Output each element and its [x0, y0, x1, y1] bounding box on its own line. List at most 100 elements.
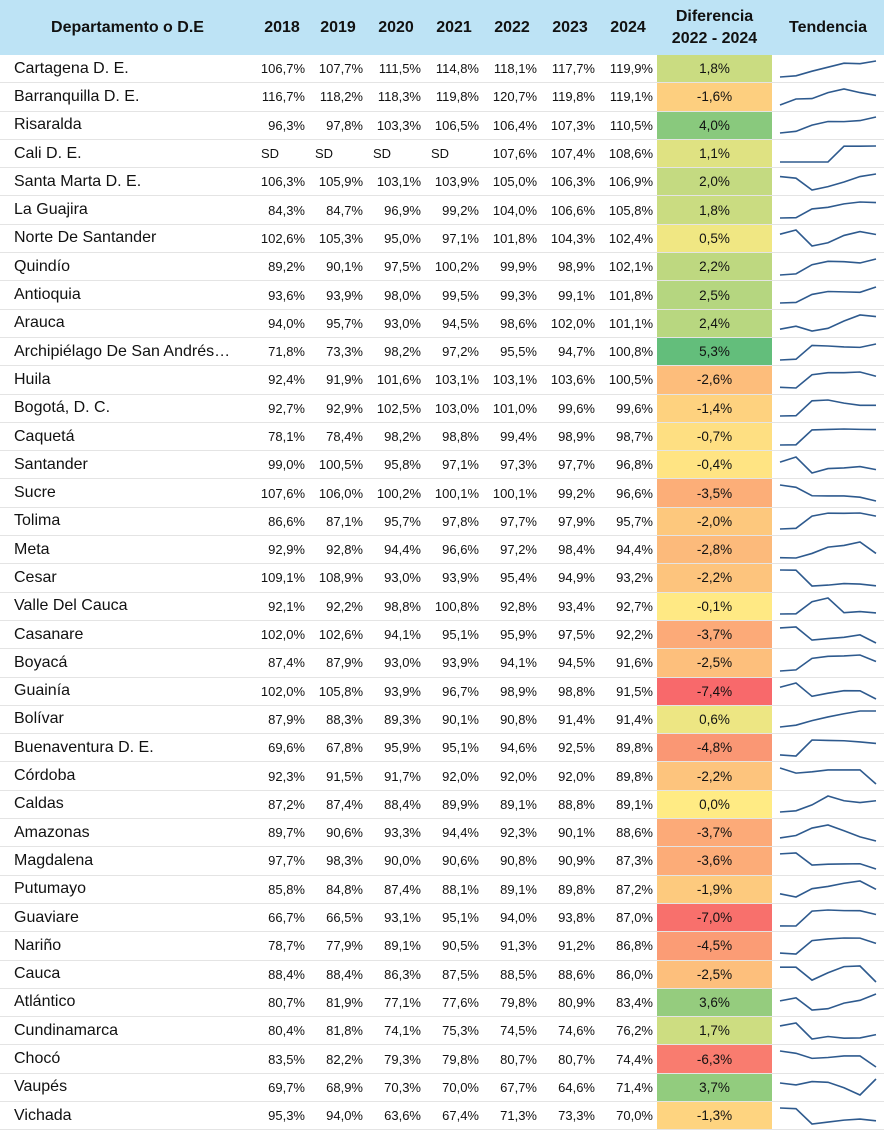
difference-cell: 1,7% — [657, 1016, 772, 1046]
value-cell: 95,1% — [425, 903, 483, 933]
value-cell: 78,1% — [255, 422, 309, 452]
sparkline — [778, 143, 878, 165]
value-cell: 95,1% — [425, 620, 483, 650]
value-cell: 89,2% — [255, 252, 309, 282]
value-cell: 94,1% — [367, 620, 425, 650]
value-cell: 93,6% — [255, 280, 309, 310]
value-cell: 89,8% — [599, 761, 657, 791]
sparkline-series — [780, 853, 876, 869]
value-cell: 92,8% — [309, 535, 367, 565]
value-cell: 88,6% — [599, 818, 657, 848]
value-cell: 97,8% — [309, 111, 367, 140]
trend-cell — [772, 167, 884, 197]
department-name: La Guajira — [0, 195, 255, 225]
difference-cell: -0,4% — [657, 450, 772, 480]
sparkline-series — [780, 570, 876, 586]
trend-cell — [772, 931, 884, 961]
department-name: Huila — [0, 365, 255, 395]
value-cell: 92,4% — [255, 365, 309, 395]
header-year: 2019 — [309, 0, 367, 55]
department-name: Archipiélago De San Andrés… — [0, 337, 255, 367]
value-cell: 81,9% — [309, 988, 367, 1018]
difference-cell: -2,8% — [657, 535, 772, 565]
value-cell: 117,7% — [541, 55, 599, 84]
value-cell: 77,1% — [367, 988, 425, 1018]
value-cell: 108,9% — [309, 563, 367, 593]
value-cell: 67,7% — [483, 1073, 541, 1102]
value-cell: 103,6% — [541, 365, 599, 395]
table-row: Cauca 88,4% 88,4% 86,3% 87,5% 88,5% 88,6% 86,0%… — [0, 960, 884, 989]
value-cell: 103,1% — [483, 365, 541, 395]
value-cell: 87,5% — [425, 960, 483, 989]
value-cell: 63,6% — [367, 1101, 425, 1130]
sparkline-series — [780, 825, 876, 841]
value-cell: 93,2% — [599, 563, 657, 593]
value-cell: 92,0% — [541, 761, 599, 791]
value-cell: 116,7% — [255, 82, 309, 112]
trend-cell — [772, 478, 884, 508]
department-name: Casanare — [0, 620, 255, 650]
value-cell: 97,1% — [425, 224, 483, 254]
difference-cell: 5,3% — [657, 337, 772, 367]
value-cell: 100,1% — [483, 478, 541, 508]
value-cell: 90,6% — [425, 846, 483, 876]
sparkline-series — [780, 910, 876, 926]
table-row: Bogotá, D. C. 92,7% 92,9% 102,5% 103,0% 101,0… — [0, 394, 884, 423]
value-cell: 98,6% — [483, 309, 541, 338]
value-cell: 97,5% — [367, 252, 425, 282]
header-year: 2020 — [367, 0, 425, 55]
value-cell: 118,1% — [483, 55, 541, 84]
value-cell: 64,6% — [541, 1073, 599, 1102]
value-cell: 91,5% — [599, 677, 657, 706]
difference-cell: -2,5% — [657, 960, 772, 989]
trend-cell — [772, 309, 884, 338]
trend-cell — [772, 988, 884, 1018]
value-cell: 99,3% — [483, 280, 541, 310]
difference-cell: -3,5% — [657, 478, 772, 508]
sparkline-series — [780, 400, 876, 416]
department-name: Atlántico — [0, 988, 255, 1018]
value-cell: 88,3% — [309, 705, 367, 735]
value-cell: 105,9% — [309, 167, 367, 197]
department-name: Bogotá, D. C. — [0, 394, 255, 423]
value-cell: 81,8% — [309, 1016, 367, 1046]
value-cell: 103,1% — [425, 365, 483, 395]
value-cell: 70,0% — [425, 1073, 483, 1102]
sparkline-series — [780, 1108, 876, 1124]
value-cell: 89,1% — [483, 790, 541, 820]
department-name: Valle Del Cauca — [0, 592, 255, 621]
sparkline — [778, 482, 878, 504]
value-cell: 71,4% — [599, 1073, 657, 1102]
value-cell: 106,7% — [255, 55, 309, 84]
difference-cell: 4,0% — [657, 111, 772, 140]
difference-cell: -2,2% — [657, 563, 772, 593]
value-cell: 89,1% — [483, 875, 541, 904]
header-year: 2024 — [599, 0, 657, 55]
trend-cell — [772, 846, 884, 876]
table-row: Risaralda 96,3% 97,8% 103,3% 106,5% 106,4% 107… — [0, 111, 884, 140]
value-cell: 95,1% — [425, 733, 483, 763]
sparkline — [778, 963, 878, 985]
value-cell: 95,8% — [367, 450, 425, 480]
value-cell: 91,3% — [483, 931, 541, 961]
value-cell: 99,6% — [541, 394, 599, 423]
sparkline — [778, 58, 878, 80]
trend-cell — [772, 394, 884, 423]
table-row: Tolima 86,6% 87,1% 95,7% 97,8% 97,7% 97,9% 95,7… — [0, 507, 884, 537]
value-cell: 88,4% — [309, 960, 367, 989]
value-cell: 94,0% — [483, 903, 541, 933]
value-cell: 88,5% — [483, 960, 541, 989]
value-cell: 119,1% — [599, 82, 657, 112]
difference-cell: 2,2% — [657, 252, 772, 282]
sparkline-series — [780, 881, 876, 897]
sparkline-series — [780, 457, 876, 473]
difference-cell: -4,8% — [657, 733, 772, 763]
trend-cell — [772, 875, 884, 904]
trend-cell — [772, 733, 884, 763]
value-cell: 70,0% — [599, 1101, 657, 1130]
difference-cell: 1,1% — [657, 139, 772, 169]
department-name: Arauca — [0, 309, 255, 338]
value-cell: 109,1% — [255, 563, 309, 593]
header-difference: Diferencia 2022 - 2024 — [657, 0, 772, 55]
